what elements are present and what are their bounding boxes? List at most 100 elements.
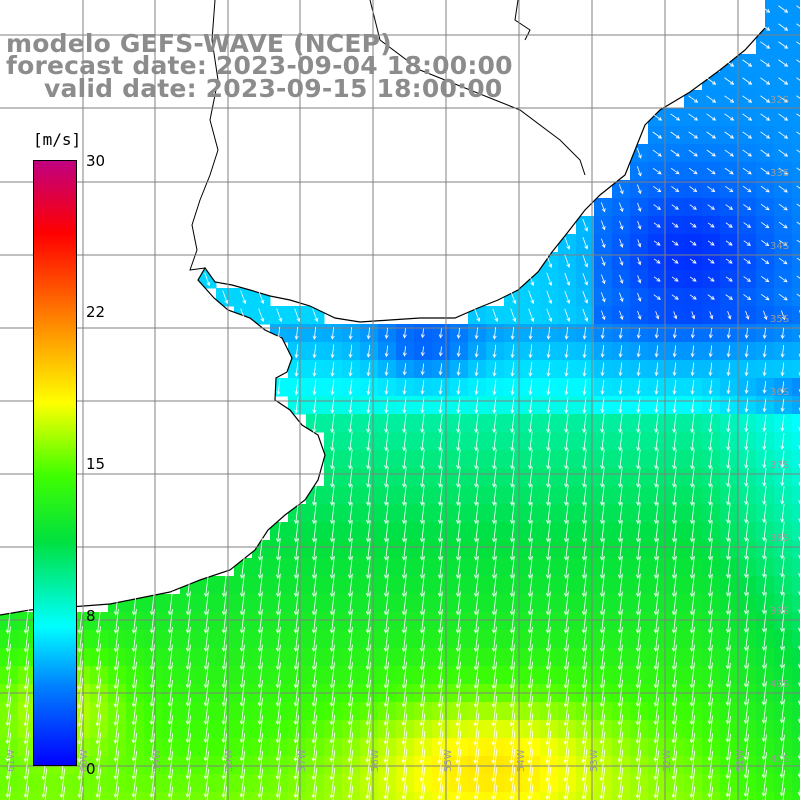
wind-arrow <box>474 538 479 561</box>
wind-arrow <box>167 751 174 780</box>
wind-arrow <box>257 697 263 725</box>
wind-arrow <box>420 328 425 339</box>
wind-arrow <box>546 449 551 470</box>
wind-arrow <box>348 484 353 506</box>
wind-arrow <box>438 328 443 339</box>
wind-arrow <box>726 380 731 395</box>
wind-arrow <box>796 131 800 135</box>
wind-arrow <box>149 591 155 616</box>
wind-arrow <box>796 167 800 171</box>
wind-arrow <box>563 609 569 634</box>
wind-arrow <box>563 555 569 579</box>
wind-arrow <box>456 345 461 358</box>
wind-arrow <box>779 663 785 688</box>
wind-arrow <box>437 679 444 708</box>
wind-arrow <box>760 5 771 13</box>
wind-arrow <box>779 717 785 742</box>
wind-arrow <box>401 696 408 727</box>
wind-arrow <box>707 680 713 707</box>
wind-arrow <box>438 413 443 433</box>
wind-arrow <box>780 381 785 394</box>
wind-arrow <box>510 484 515 506</box>
wind-arrow <box>600 449 605 470</box>
wind-arrow <box>564 236 571 250</box>
wind-arrow <box>564 344 569 359</box>
wind-arrow <box>778 95 789 103</box>
wind-arrow <box>796 239 800 243</box>
wind-arrow <box>706 77 717 85</box>
longitude-label: 59W <box>152 749 163 772</box>
wind-arrow <box>401 626 407 652</box>
wind-arrow <box>582 218 589 232</box>
wind-arrow <box>456 379 461 395</box>
wind-arrow <box>528 379 533 396</box>
wind-arrow <box>294 538 299 561</box>
wind-arrow <box>203 626 209 652</box>
wind-arrow <box>725 716 731 743</box>
colorbar-tick-15: 15 <box>86 455 106 473</box>
wind-arrow <box>653 644 659 671</box>
wind-arrow <box>726 397 731 413</box>
wind-arrow <box>796 41 800 45</box>
wind-arrow <box>293 768 300 799</box>
wind-arrow <box>691 311 696 320</box>
wind-arrow <box>492 449 497 470</box>
wind-arrow <box>510 290 517 305</box>
wind-arrow <box>671 768 678 799</box>
wind-arrow <box>689 222 697 228</box>
wind-arrow <box>796 293 800 297</box>
wind-arrow <box>672 484 677 506</box>
wind-arrow <box>131 679 138 708</box>
wind-arrow <box>673 311 678 320</box>
wind-arrow <box>781 310 786 321</box>
wind-arrow <box>762 627 767 651</box>
wind-arrow <box>276 520 281 543</box>
wind-arrow <box>762 539 767 560</box>
wind-arrow <box>706 95 717 103</box>
wind-arrow <box>401 749 408 782</box>
wind-arrow <box>617 626 623 652</box>
wind-arrow <box>546 272 553 286</box>
wind-arrow <box>707 662 713 689</box>
wind-arrow <box>635 750 642 781</box>
wind-arrow <box>617 555 623 579</box>
wind-arrow <box>798 445 800 450</box>
wind-arrow <box>294 397 299 414</box>
wind-arrow <box>672 467 677 488</box>
wind-arrow <box>294 520 299 543</box>
wind-arrow <box>671 626 677 652</box>
wind-arrow <box>366 379 371 396</box>
wind-arrow <box>510 520 515 543</box>
wind-arrow <box>545 679 552 708</box>
wind-arrow <box>636 379 641 395</box>
wind-arrow <box>618 484 623 506</box>
wind-arrow <box>746 787 750 800</box>
wind-arrow <box>671 294 679 300</box>
wind-arrow <box>546 361 551 377</box>
wind-arrow <box>670 149 680 157</box>
wind-arrow <box>582 538 587 561</box>
wind-arrow <box>491 661 497 690</box>
wind-arrow <box>474 520 479 543</box>
wind-arrow <box>203 680 209 707</box>
wind-arrow <box>402 363 407 376</box>
wind-arrow <box>131 715 138 744</box>
wind-arrow <box>221 662 227 689</box>
wind-arrow <box>690 449 695 470</box>
wind-arrow <box>366 520 371 543</box>
wind-arrow <box>474 362 479 377</box>
wind-arrow <box>528 272 535 287</box>
wind-arrow <box>779 734 785 761</box>
wind-arrow <box>116 786 120 800</box>
wind-arrow <box>778 203 788 211</box>
wind-arrow <box>240 290 247 305</box>
wind-arrow <box>689 294 697 300</box>
wind-arrow <box>5 714 12 745</box>
wind-arrow <box>492 431 497 452</box>
wind-arrow <box>437 626 443 653</box>
wind-arrow <box>456 397 461 414</box>
wind-arrow <box>437 730 444 764</box>
wind-arrow <box>95 732 102 763</box>
wind-arrow <box>509 591 515 616</box>
wind-arrow <box>636 484 641 506</box>
